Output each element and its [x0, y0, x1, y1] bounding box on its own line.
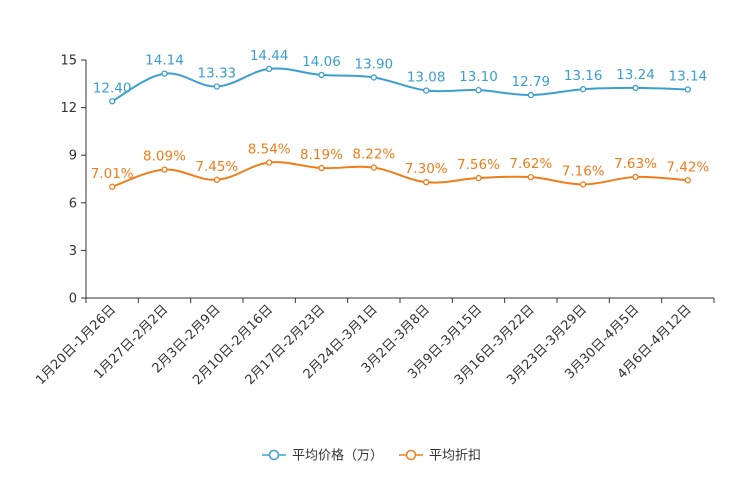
- legend-marker-icon: [268, 449, 280, 461]
- data-label: 7.62%: [509, 156, 552, 172]
- data-label: 14.44: [250, 48, 289, 64]
- data-label: 13.24: [616, 67, 655, 83]
- legend-marker-icon: [405, 449, 417, 461]
- data-label: 7.01%: [91, 166, 134, 182]
- data-point: [632, 84, 639, 92]
- data-label: 13.14: [669, 69, 708, 85]
- data-point: [423, 179, 430, 186]
- data-label: 8.19%: [300, 147, 343, 163]
- y-tick-label: 6: [69, 196, 77, 211]
- data-point: [370, 74, 377, 81]
- data-point: [370, 164, 377, 171]
- data-label: 7.42%: [666, 159, 709, 175]
- data-label: 13.08: [407, 69, 446, 85]
- data-point: [109, 98, 116, 105]
- data-label: 12.79: [512, 74, 551, 90]
- data-point: [318, 71, 325, 79]
- data-point: [684, 86, 691, 93]
- data-point: [527, 91, 534, 99]
- data-label: 13.33: [198, 65, 237, 81]
- data-label: 14.14: [145, 53, 184, 69]
- series-average-price: 12.40 14.14 13.33 14.44 14.06 13.90 13.08 13.10…: [93, 48, 708, 105]
- data-point: [266, 65, 273, 73]
- data-point: [580, 181, 587, 188]
- data-label: 13.16: [564, 68, 603, 84]
- data-label: 7.63%: [614, 156, 657, 172]
- y-tick-label: 0: [69, 292, 77, 307]
- data-point: [527, 173, 534, 181]
- y-tick-label: 12: [60, 101, 77, 116]
- y-tick-label: 3: [69, 244, 77, 259]
- data-label: 7.16%: [562, 163, 605, 179]
- y-tick-label: 15: [60, 54, 77, 69]
- legend-label: 平均折扣: [429, 449, 481, 464]
- data-point: [161, 70, 168, 77]
- data-label: 7.45%: [195, 159, 238, 175]
- data-label: 13.90: [355, 56, 394, 72]
- series-average-discount: 7.01% 8.09% 7.45% 8.54% 8.19% 8.22% 7.30% 7.56%…: [91, 141, 709, 190]
- legend-label: 平均价格（万）: [292, 448, 383, 464]
- data-point: [580, 86, 587, 93]
- legend-item-average-price: 平均价格（万）: [262, 448, 383, 464]
- data-label: 14.06: [302, 54, 341, 70]
- data-point: [475, 174, 482, 182]
- data-label: 7.56%: [457, 157, 500, 173]
- data-point: [109, 183, 116, 190]
- data-point: [423, 87, 430, 94]
- data-point: [266, 159, 273, 166]
- y-tick-label: 9: [69, 149, 77, 164]
- series-line: [111, 161, 688, 188]
- data-label: 8.54%: [248, 141, 291, 157]
- data-label: 8.09%: [143, 149, 186, 165]
- data-point: [684, 177, 691, 184]
- data-label: 7.30%: [405, 161, 448, 177]
- series-line: [111, 67, 688, 103]
- data-point: [632, 173, 639, 181]
- data-point: [213, 176, 220, 183]
- data-label: 13.10: [459, 69, 498, 85]
- data-point: [213, 83, 220, 90]
- data-point: [161, 166, 168, 173]
- legend-item-average-discount: 平均折扣: [399, 449, 481, 464]
- legend: 平均价格（万） 平均折扣: [262, 448, 481, 464]
- data-point: [318, 164, 325, 172]
- data-point: [475, 86, 482, 94]
- data-label: 12.40: [93, 80, 132, 96]
- data-label: 8.22%: [352, 147, 395, 163]
